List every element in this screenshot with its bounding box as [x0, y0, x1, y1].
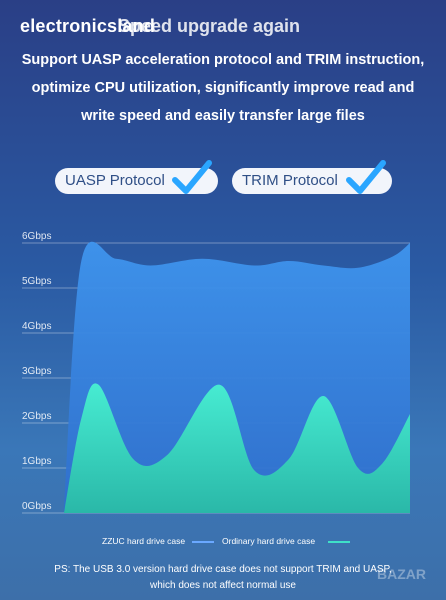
- legend-zzuc-label: ZZUC hard drive case: [102, 536, 186, 546]
- checkmark-icon: [346, 160, 386, 194]
- legend-zzuc-swatch: [192, 541, 214, 543]
- y-tick-label: 0Gbps: [22, 501, 51, 512]
- y-tick-label: 4Gbps: [22, 321, 51, 332]
- uasp-protocol-badge: UASP Protocol: [55, 160, 218, 194]
- footnote-line-2: which does not affect normal use: [149, 580, 296, 591]
- y-tick-label: 1Gbps: [22, 456, 51, 467]
- watermark-text: electronicsland: [20, 16, 156, 36]
- trim-protocol-badge: TRIM Protocol: [232, 160, 392, 194]
- y-tick-label: 5Gbps: [22, 276, 51, 287]
- corner-logo: BAZAR: [377, 566, 426, 582]
- description-line-2: optimize CPU utilization, significantly …: [31, 80, 415, 96]
- y-tick-label: 3Gbps: [22, 366, 51, 377]
- ordinary-speed-area: [64, 383, 410, 513]
- speed-chart: 0Gbps 1Gbps 2Gbps 3Gbps 4Gbps 5Gbps 6Gbps: [0, 225, 446, 525]
- y-tick-label: 2Gbps: [22, 411, 51, 422]
- y-tick-label: 6Gbps: [22, 231, 51, 242]
- legend-ordinary-label: Ordinary hard drive case: [222, 536, 316, 546]
- checkmark-icon: [172, 160, 212, 194]
- headline: Speed upgrade again: [118, 16, 301, 36]
- trim-protocol-label: TRIM Protocol: [242, 172, 338, 189]
- legend-ordinary-swatch: [328, 541, 350, 543]
- speed-chart-svg: 0Gbps 1Gbps 2Gbps 3Gbps 4Gbps 5Gbps 6Gbps: [22, 231, 410, 514]
- description-line-1: Support UASP acceleration protocol and T…: [21, 52, 425, 68]
- footnote-line-1: PS: The USB 3.0 version hard drive case …: [54, 564, 392, 575]
- description-line-3: write speed and easily transfer large fi…: [81, 108, 365, 124]
- uasp-protocol-label: UASP Protocol: [65, 172, 165, 189]
